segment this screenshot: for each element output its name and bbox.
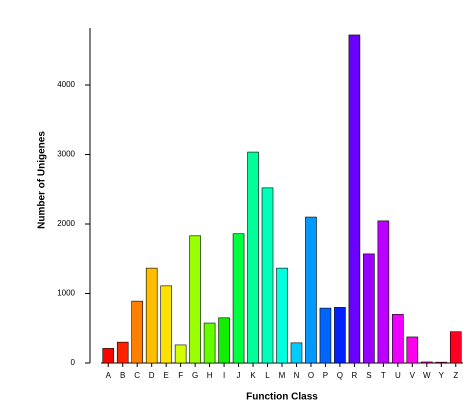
x-tick-label: Q <box>337 371 343 380</box>
x-tick-label: D <box>149 371 155 380</box>
x-tick-label: Y <box>439 371 445 380</box>
x-tick-label: J <box>237 371 241 380</box>
bar <box>290 342 303 364</box>
x-tick-label: M <box>279 371 286 380</box>
bar <box>319 307 332 364</box>
x-tick-label: O <box>308 371 314 380</box>
x-tick-label: E <box>163 371 168 380</box>
bar <box>247 151 259 364</box>
x-tick-label: U <box>395 371 401 380</box>
x-tick-label: K <box>250 371 256 380</box>
bar <box>406 336 419 364</box>
x-tick-label: R <box>352 371 358 380</box>
x-axis-title: Function Class <box>246 392 318 403</box>
x-tick-label: T <box>381 371 386 380</box>
bar <box>102 348 115 364</box>
bar <box>449 331 462 364</box>
y-tick-label: 0 <box>71 358 76 367</box>
y-tick-label: 3000 <box>57 150 75 159</box>
bar <box>261 187 274 364</box>
x-tick-label: C <box>134 371 140 380</box>
bar <box>160 285 172 364</box>
y-tick-label: 1000 <box>57 289 75 298</box>
bar <box>116 341 129 364</box>
bar <box>218 317 230 364</box>
bar <box>145 267 158 364</box>
bar <box>203 322 216 364</box>
x-tick-label: V <box>410 371 416 380</box>
bar <box>276 267 288 364</box>
x-tick-label: P <box>323 371 328 380</box>
x-tick-label: F <box>178 371 183 380</box>
bar <box>174 344 187 364</box>
x-tick-label: N <box>294 371 300 380</box>
bar <box>131 300 143 364</box>
bar <box>305 216 317 364</box>
bar <box>392 314 404 364</box>
x-tick-label: H <box>207 371 213 380</box>
y-axis-title: Number of Unigenes <box>37 131 48 229</box>
x-tick-label: S <box>366 371 371 380</box>
x-tick-label: G <box>192 371 198 380</box>
y-tick-label: 4000 <box>57 80 75 89</box>
bar <box>348 34 361 364</box>
bar <box>377 220 390 364</box>
x-tick-label: I <box>223 371 225 380</box>
x-tick-label: W <box>423 371 431 380</box>
bar <box>334 307 346 364</box>
bar <box>420 361 433 364</box>
y-tick-label: 2000 <box>57 219 75 228</box>
bar <box>435 361 448 364</box>
bar <box>363 253 375 364</box>
bar <box>189 235 201 364</box>
x-tick-label: Z <box>453 371 458 380</box>
x-tick-label: A <box>106 371 112 380</box>
x-tick-label: L <box>265 371 270 380</box>
bar <box>232 233 245 364</box>
x-tick-label: B <box>120 371 125 380</box>
